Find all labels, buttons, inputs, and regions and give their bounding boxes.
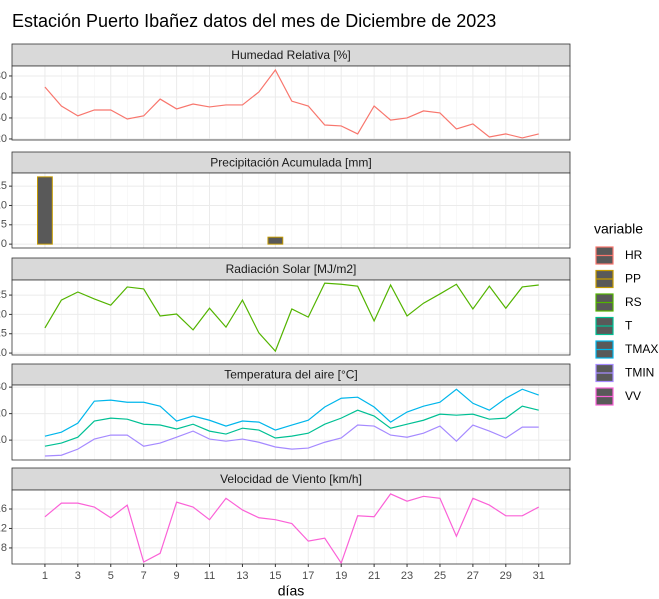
x-tick-label: 23 — [401, 570, 413, 582]
strip-label: Temperatura del aire [°C] — [224, 368, 358, 382]
x-tick-label: 29 — [500, 570, 512, 582]
line — [44, 388, 539, 437]
bar — [267, 236, 284, 245]
panel-border — [11, 279, 571, 356]
x-tick-label: 21 — [368, 570, 380, 582]
legend-label: PP — [625, 272, 641, 286]
chart-title: Estación Puerto Ibañez datos del mes de … — [12, 11, 496, 31]
panel-border — [11, 65, 571, 141]
legend-label: RS — [625, 295, 642, 309]
y-tick-label: 20 — [0, 408, 7, 420]
y-tick-label: 15 — [0, 328, 7, 340]
y-tick-label: 80 — [0, 70, 7, 82]
strip-label: Radiación Solar [MJ/m2] — [226, 262, 357, 276]
y-tick-label: 10 — [0, 434, 7, 446]
legend-label: HR — [625, 248, 643, 262]
legend-label: T — [625, 319, 633, 333]
panel-border — [11, 489, 571, 565]
strip-label: Precipitación Acumulada [mm] — [210, 156, 371, 170]
y-tick-label: 10 — [0, 347, 7, 359]
y-tick-label: 30 — [0, 381, 7, 393]
y-tick-label: 16 — [0, 503, 7, 515]
y-tick-label: 10 — [0, 199, 7, 211]
panel — [12, 385, 570, 460]
line — [44, 282, 539, 353]
legend-label: TMAX — [625, 342, 658, 356]
legend-title: variable — [594, 221, 643, 237]
y-tick-label: 20 — [0, 133, 7, 145]
panel — [12, 490, 570, 564]
y-tick-label: 15 — [0, 180, 7, 192]
x-tick-label: 15 — [269, 570, 281, 582]
panel — [12, 173, 570, 248]
x-tick-label: 25 — [434, 570, 446, 582]
x-tick-label: 19 — [335, 570, 347, 582]
y-tick-label: 20 — [0, 308, 7, 320]
x-tick-label: 11 — [204, 570, 215, 582]
y-tick-label: 60 — [0, 91, 7, 103]
x-axis-title: días — [278, 583, 304, 599]
panel-border — [11, 384, 571, 461]
panel — [12, 66, 570, 140]
legend-label: VV — [625, 389, 641, 403]
y-tick-label: 5 — [1, 219, 7, 231]
line — [44, 405, 539, 447]
x-tick-label: 13 — [236, 570, 248, 582]
x-tick-label: 17 — [302, 570, 314, 582]
x-tick-label: 1 — [42, 570, 48, 582]
y-tick-label: 0 — [1, 238, 7, 250]
line — [44, 493, 540, 565]
line — [44, 424, 539, 457]
x-tick-label: 31 — [533, 570, 545, 582]
x-tick-label: 7 — [141, 570, 147, 582]
x-tick-label: 27 — [467, 570, 479, 582]
panel — [12, 280, 570, 355]
y-tick-label: 8 — [1, 542, 7, 554]
legend-label: TMIN — [625, 366, 654, 380]
strip-label: Velocidad de Viento [km/h] — [220, 472, 362, 486]
x-tick-label: 5 — [108, 570, 114, 582]
y-tick-label: 12 — [0, 522, 7, 534]
bar — [37, 176, 53, 245]
y-tick-label: 25 — [0, 289, 7, 301]
line — [44, 68, 539, 139]
x-tick-label: 9 — [174, 570, 180, 582]
y-tick-label: 40 — [0, 112, 7, 124]
panel-border — [11, 172, 571, 249]
strip-label: Humedad Relativa [%] — [231, 48, 350, 62]
x-tick-label: 3 — [75, 570, 81, 582]
